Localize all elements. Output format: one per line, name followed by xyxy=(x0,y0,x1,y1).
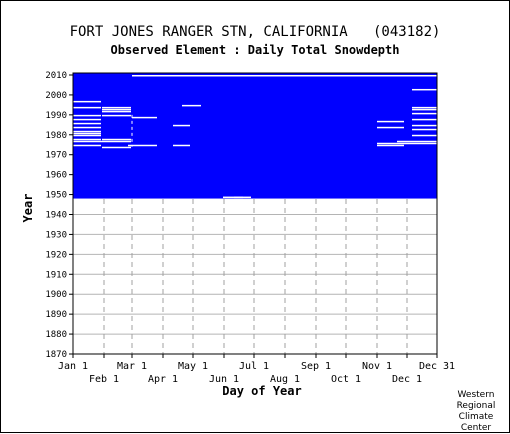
x-tick-label: Nov 1 xyxy=(362,361,392,372)
missing-data-segment xyxy=(73,114,101,117)
missing-data-segment xyxy=(412,112,438,115)
missing-data-segment xyxy=(73,100,101,103)
x-tick-label: Dec 1 xyxy=(392,374,422,385)
missing-data-segment xyxy=(73,118,101,121)
missing-data-segment xyxy=(412,108,438,111)
x-axis-label: Day of Year xyxy=(222,384,301,398)
missing-data-segment xyxy=(102,108,131,111)
x-tick-label: Aug 1 xyxy=(270,374,300,385)
x-tick-label: Feb 1 xyxy=(89,374,119,385)
missing-data-segment xyxy=(377,142,438,145)
missing-data-segment xyxy=(102,110,131,113)
y-tick-label: 1880 xyxy=(45,330,67,340)
chart-subtitle: Observed Element : Daily Total Snowdepth xyxy=(110,43,400,57)
x-tick-label: May 1 xyxy=(178,361,208,372)
missing-data-segment xyxy=(397,140,438,143)
y-tick-label: 1990 xyxy=(45,111,67,121)
missing-data-segment xyxy=(377,126,404,129)
missing-data-segment xyxy=(377,120,404,123)
chart-title: FORT JONES RANGER STN, CALIFORNIA (04318… xyxy=(69,24,441,40)
missing-data-segment xyxy=(128,144,157,147)
y-tick-label: 1940 xyxy=(45,210,67,220)
plot-border xyxy=(72,72,438,355)
missing-data-segment xyxy=(73,132,101,135)
missing-data-segment xyxy=(73,126,101,129)
missing-data-segment xyxy=(412,106,438,109)
y-tick-label: 1980 xyxy=(45,131,67,141)
missing-data-segment xyxy=(73,122,101,125)
missing-data-segment xyxy=(412,124,438,127)
missing-data-segment xyxy=(412,134,438,137)
y-axis-label: Year xyxy=(21,194,35,223)
y-tick-label: 1930 xyxy=(45,230,67,240)
observed-data-block xyxy=(73,73,437,199)
x-tick-label: Jun 1 xyxy=(209,374,239,385)
y-tick-label: 1870 xyxy=(45,350,67,360)
y-axis-ticks: 1870 1880 1890 1900 1910 1920 1930 1940 1950 1960… xyxy=(45,71,73,360)
x-tick-label: Oct 1 xyxy=(331,374,361,385)
missing-data-segment xyxy=(102,106,131,109)
x-tick-label: Sep 1 xyxy=(301,361,331,372)
y-tick-label: 1900 xyxy=(45,290,67,300)
missing-data-segment xyxy=(73,134,101,137)
y-tick-label: 1910 xyxy=(45,270,67,280)
y-tick-label: 1920 xyxy=(45,250,67,260)
y-tick-label: 1970 xyxy=(45,151,67,161)
missing-data-segment xyxy=(412,128,438,131)
missing-data-segment xyxy=(132,116,157,119)
data-layer xyxy=(73,73,438,199)
missing-data-segment xyxy=(73,140,131,143)
missing-data-segment xyxy=(102,146,131,149)
missing-data-segment xyxy=(377,144,404,147)
missing-data-segment xyxy=(73,138,101,141)
missing-data-segment xyxy=(73,106,101,109)
missing-data-segment xyxy=(132,74,438,77)
y-tick-label: 1950 xyxy=(45,191,67,201)
missing-data-segment xyxy=(412,88,438,91)
y-tick-label: 1890 xyxy=(45,310,67,320)
credit-line: Center xyxy=(460,423,492,433)
missing-data-segment xyxy=(412,118,438,121)
x-axis-ticks: Jan 1 Mar 1 May 1 Jul 1 Sep 1 Nov 1 Dec 31 Feb … xyxy=(58,354,455,385)
y-tick-label: 1960 xyxy=(45,171,67,181)
missing-data-segment xyxy=(73,130,101,133)
x-tick-label: Dec 31 xyxy=(419,361,455,372)
missing-data-segment xyxy=(234,196,243,199)
credit-line: Western xyxy=(457,390,495,400)
x-tick-label: Apr 1 xyxy=(148,374,178,385)
x-tick-label: Jul 1 xyxy=(239,361,269,372)
missing-data-segment xyxy=(102,138,131,141)
missing-data-segment xyxy=(102,114,131,117)
wrcc-credit: Western Regional Climate Center xyxy=(450,390,502,434)
credit-line: Climate xyxy=(458,412,494,422)
missing-data-segment xyxy=(182,104,201,107)
missing-data-segment xyxy=(73,144,101,147)
y-tick-label: 2010 xyxy=(45,71,67,81)
x-tick-label: Mar 1 xyxy=(117,361,147,372)
missing-data-segment xyxy=(173,144,190,147)
y-tick-label: 2000 xyxy=(45,91,67,101)
missing-data-segment xyxy=(173,124,190,127)
credit-line: Regional xyxy=(456,401,496,411)
x-tick-label: Jan 1 xyxy=(58,361,88,372)
